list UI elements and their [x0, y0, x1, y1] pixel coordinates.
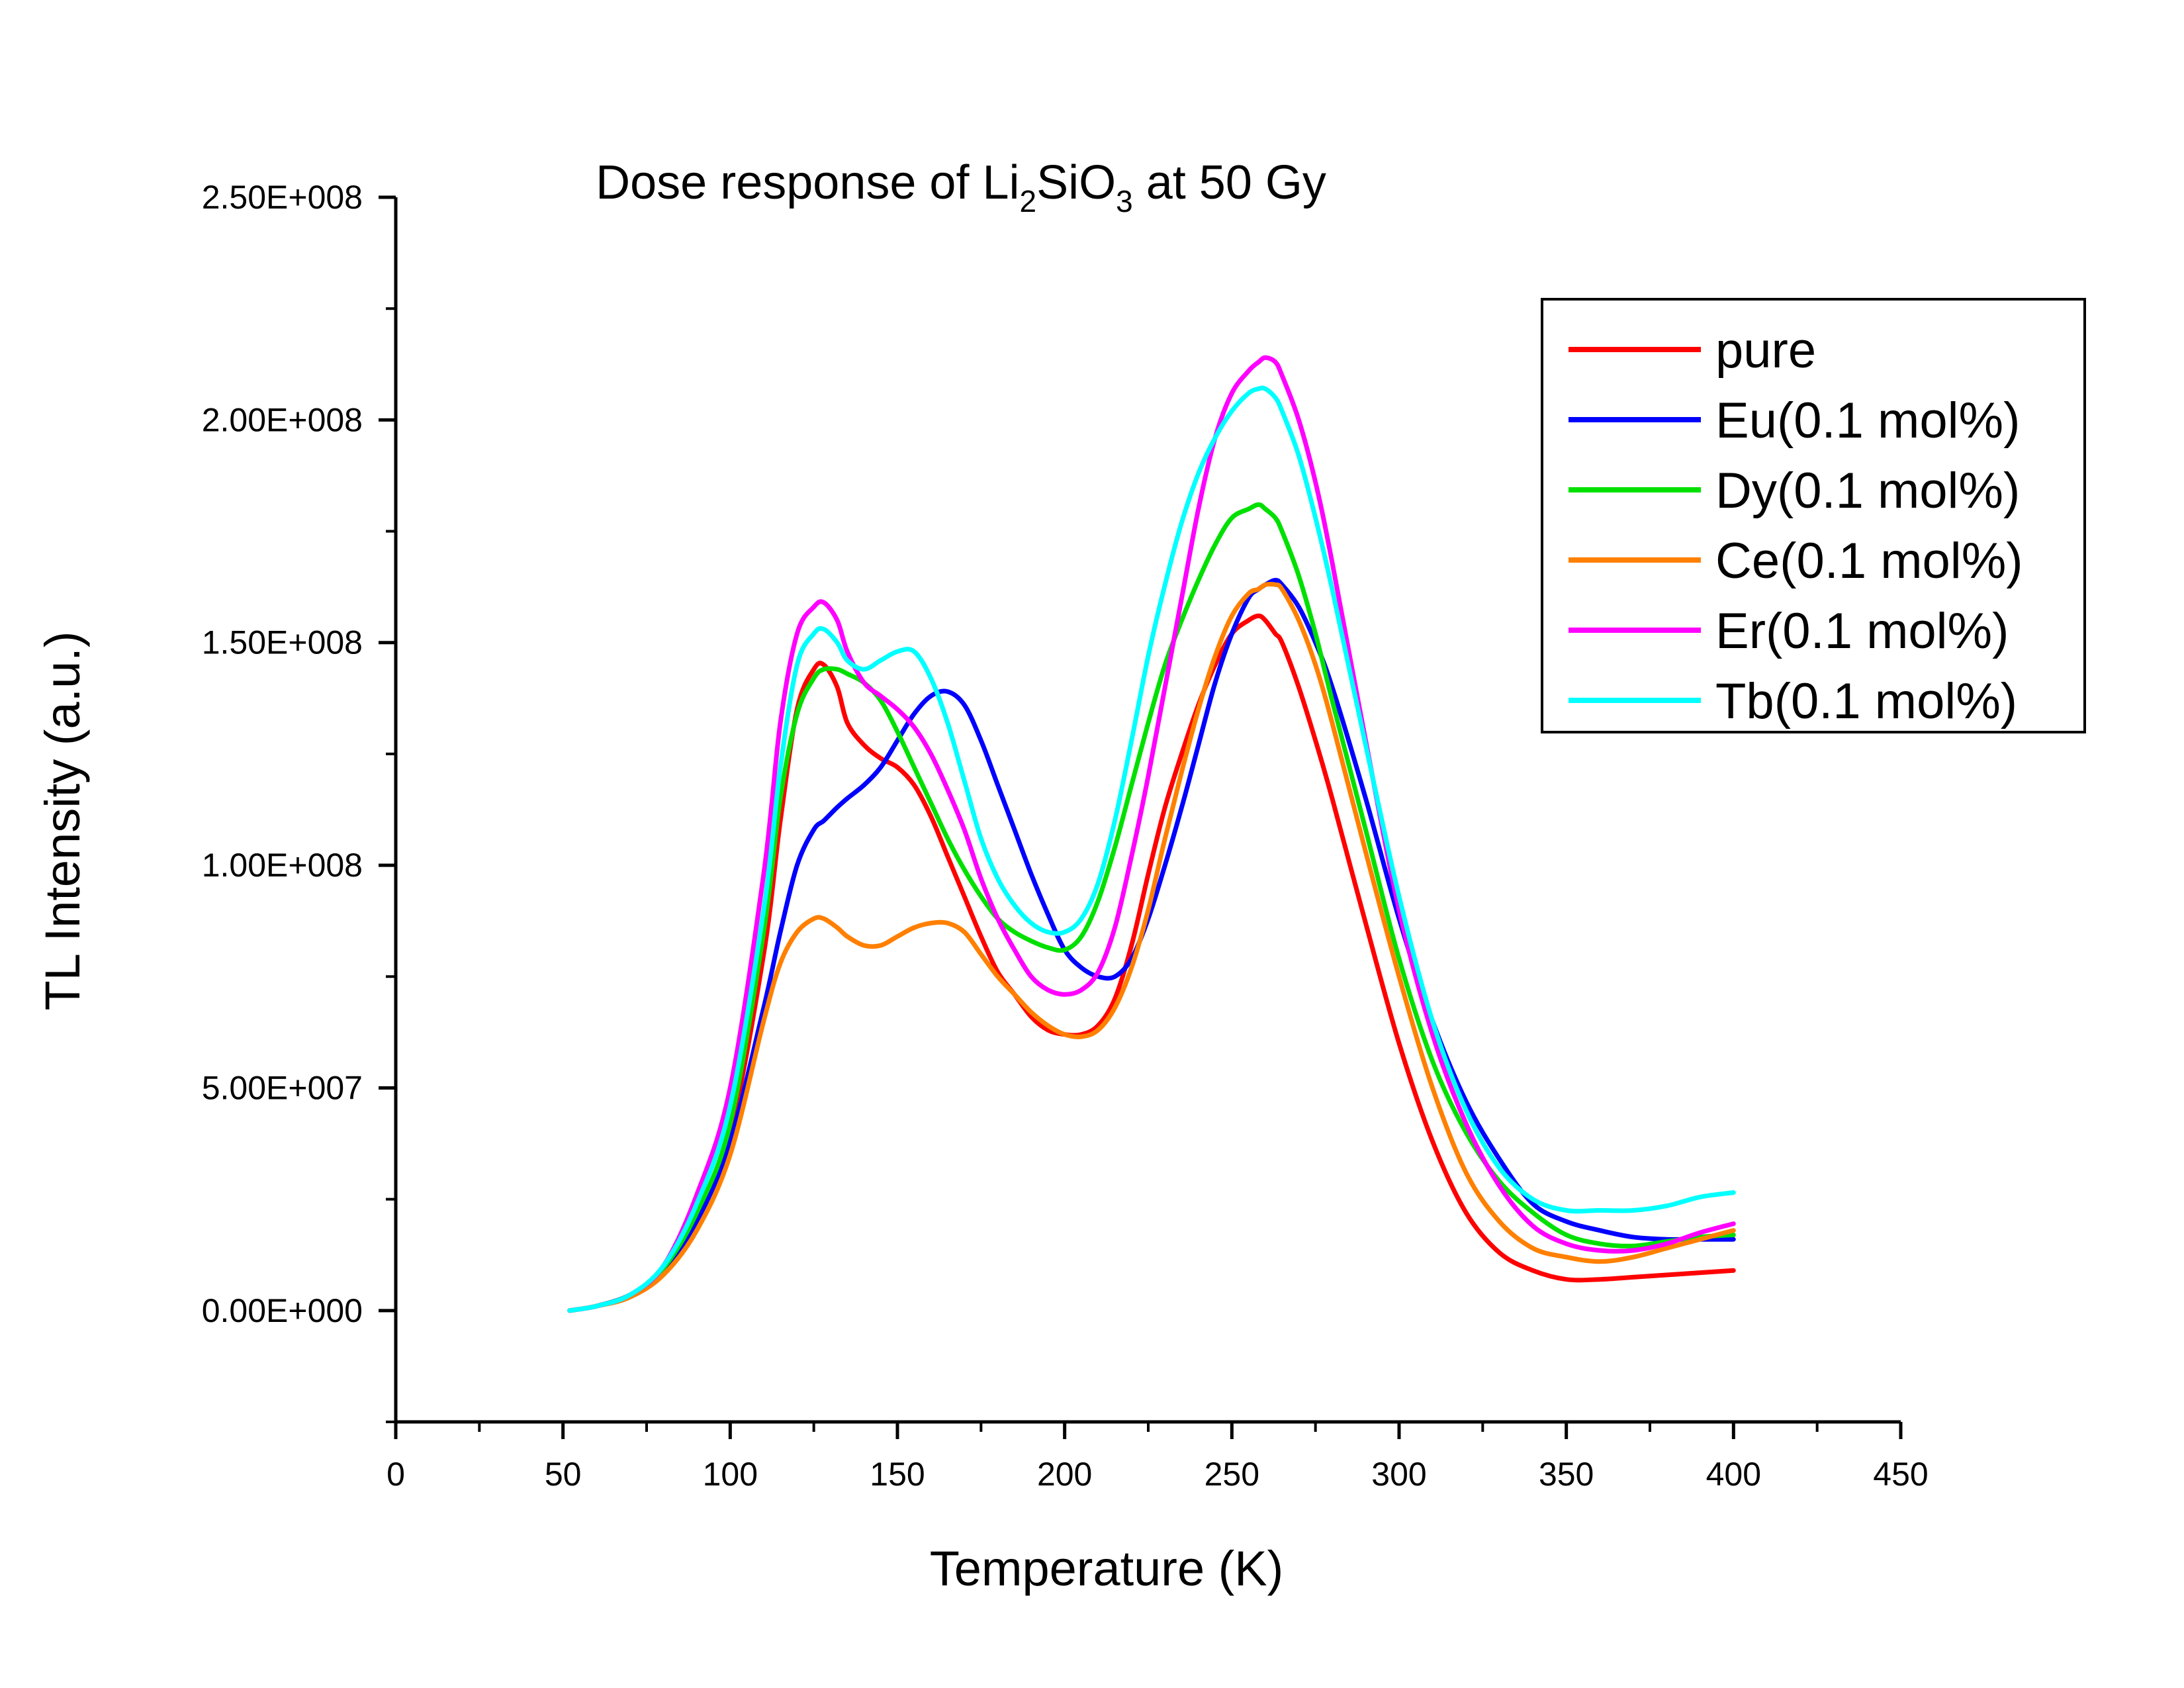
- x-tick-label: 100: [703, 1456, 758, 1493]
- x-tick-label: 0: [387, 1456, 405, 1493]
- chart-title-mid: SiO: [1036, 156, 1116, 209]
- y-tick-label: 1.50E+008: [202, 624, 363, 661]
- plot-lines: [567, 355, 1736, 1313]
- chart-title-suffix: at 50 Gy: [1133, 156, 1326, 209]
- legend-label-2: Dy(0.1 mol%): [1715, 463, 2020, 519]
- legend: pure Eu(0.1 mol%) Dy(0.1 mol%) Ce(0.1 mol%)…: [1541, 298, 2086, 733]
- x-tick-label: 50: [545, 1456, 582, 1493]
- x-tick-label: 400: [1706, 1456, 1761, 1493]
- x-tick-label: 150: [870, 1456, 925, 1493]
- series-line-2: [567, 502, 1736, 1313]
- chart-title: Dose response of Li2SiO3 at 50 Gy: [596, 156, 1326, 218]
- chart-title-prefix: Dose response of Li: [596, 156, 1019, 209]
- series-line-5: [567, 385, 1736, 1313]
- x-tick-label: 450: [1873, 1456, 1928, 1493]
- chart-title-sub1: 2: [1020, 184, 1037, 218]
- x-axis-title: Temperature (K): [930, 1541, 1284, 1596]
- x-tick-label: 200: [1037, 1456, 1092, 1493]
- y-tick-label: 2.00E+008: [202, 401, 363, 438]
- x-tick-label: 300: [1371, 1456, 1426, 1493]
- y-tick-label: 1.00E+008: [202, 847, 363, 884]
- legend-label-4: Er(0.1 mol%): [1715, 603, 2009, 659]
- series-line-3: [567, 581, 1736, 1313]
- y-axis-title: TL Intensity (a.u.): [35, 631, 90, 1010]
- y-tick-label: 2.50E+008: [202, 179, 363, 216]
- y-tick-label: 5.00E+007: [202, 1069, 363, 1106]
- y-tick-label: 0.00E+000: [202, 1292, 363, 1329]
- legend-label-5: Tb(0.1 mol%): [1715, 673, 2017, 729]
- axes: 0 50 100 150 200 250 300 350 400 450 0.00E+000 5.00…: [202, 179, 1929, 1493]
- series-line-4: [567, 355, 1736, 1313]
- x-tick-label: 250: [1205, 1456, 1259, 1493]
- legend-label-1: Eu(0.1 mol%): [1715, 393, 2020, 449]
- legend-box: [1541, 298, 2086, 733]
- chart-title-sub2: 3: [1116, 184, 1133, 218]
- legend-label-0: pure: [1715, 322, 1816, 379]
- x-tick-label: 350: [1539, 1456, 1594, 1493]
- legend-label-3: Ce(0.1 mol%): [1715, 533, 2023, 589]
